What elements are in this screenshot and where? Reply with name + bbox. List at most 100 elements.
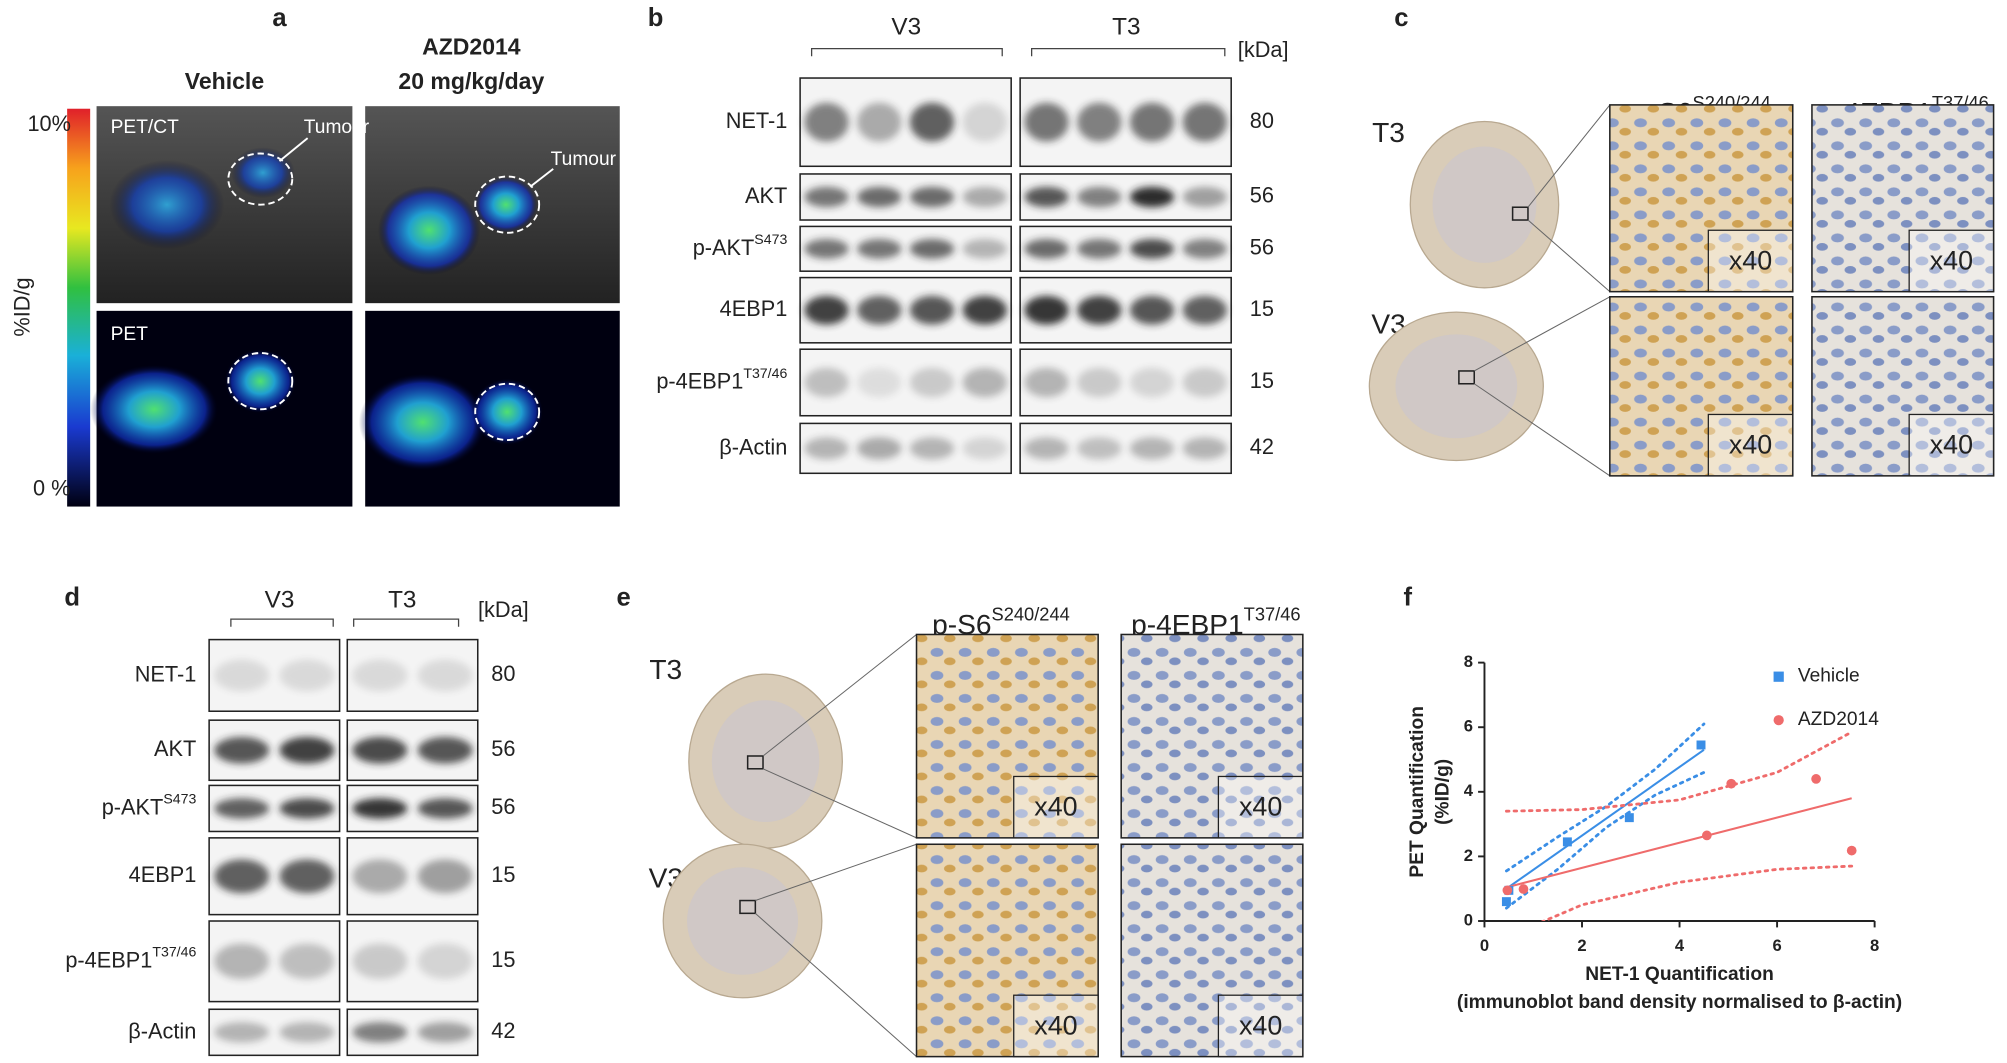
- band: [909, 186, 955, 208]
- band: [1182, 367, 1227, 398]
- band: [1182, 437, 1227, 460]
- band: [1077, 186, 1122, 208]
- panel-label: b: [648, 4, 664, 32]
- band: [417, 798, 473, 819]
- band: [1182, 295, 1227, 325]
- micrograph: [1120, 843, 1304, 1058]
- kda-label: 15: [491, 862, 515, 887]
- band: [1182, 102, 1227, 142]
- x-axis-title: NET-1 Quantification: [1585, 964, 1774, 985]
- x-axis-title: (immunoblot band density normalised to β…: [1457, 992, 1902, 1013]
- magnification-label: x40: [1239, 792, 1282, 822]
- micrograph: [915, 843, 1099, 1058]
- confidence-band: [1540, 864, 1854, 922]
- band: [279, 737, 335, 764]
- signal: [471, 378, 543, 446]
- magnification-label: x40: [1930, 430, 1973, 460]
- band: [1024, 437, 1069, 460]
- kda-label: 80: [1250, 108, 1274, 133]
- y-tick-label: 8: [1464, 652, 1473, 671]
- band: [279, 1022, 335, 1043]
- inset-box: [1217, 994, 1304, 1058]
- point: [1811, 774, 1821, 784]
- band: [804, 437, 849, 460]
- plot-area: [1505, 722, 1854, 922]
- band: [279, 943, 335, 980]
- band: [1024, 367, 1069, 398]
- name: 4EBP1: [720, 296, 788, 321]
- superscript: T37/46: [743, 365, 787, 381]
- kda-label: 56: [491, 794, 515, 819]
- point: [1846, 845, 1857, 856]
- band: [1129, 437, 1175, 460]
- band: [352, 859, 408, 894]
- signal: [230, 147, 295, 199]
- unit-label: [kDa]: [478, 597, 529, 622]
- zoom-line: [1473, 383, 1611, 477]
- tumour-outline: [227, 152, 541, 441]
- y-tick-label: 2: [1464, 846, 1473, 865]
- protein-label: NET-1: [726, 108, 788, 133]
- superscript: T37/46: [152, 943, 196, 959]
- y-axis-title: PET Quantification: [1407, 706, 1428, 878]
- protein-label: p-4EBP1T37/46: [65, 943, 196, 972]
- group-label: T3: [1112, 14, 1140, 41]
- colorbar-label: 0 %: [33, 476, 70, 501]
- band: [214, 859, 270, 894]
- confidence-band: [1505, 722, 1706, 873]
- x-tick-label: 0: [1480, 936, 1489, 955]
- group-label: V3: [891, 14, 921, 41]
- arrow: [278, 137, 554, 188]
- micrograph: [1609, 296, 1794, 477]
- signal: [358, 373, 487, 471]
- signal: [90, 364, 219, 455]
- colorbar: [67, 108, 91, 507]
- band: [1182, 238, 1227, 259]
- protein-label: p-AKTS473: [693, 231, 788, 260]
- annotation: Tumour: [551, 149, 617, 170]
- band: [1129, 102, 1175, 142]
- protein-label: p-4EBP1T37/46: [656, 365, 787, 394]
- kda-label: 15: [1250, 368, 1274, 393]
- inset-box: [1707, 229, 1794, 293]
- magnification-label: x40: [1930, 245, 1973, 275]
- kda-label: 42: [1250, 434, 1274, 459]
- point: [1501, 897, 1511, 907]
- band: [417, 659, 473, 692]
- band: [1077, 437, 1122, 460]
- zoom-line: [762, 634, 917, 757]
- micrograph: [1609, 104, 1794, 293]
- zoom-box: [746, 755, 764, 770]
- band: [804, 186, 849, 208]
- magnification-label: x40: [1729, 245, 1772, 275]
- x-tick-label: 8: [1870, 936, 1879, 955]
- band: [1077, 238, 1122, 259]
- panel-label: a: [272, 4, 287, 32]
- tissue-image: [711, 700, 820, 823]
- regression-line: [1507, 797, 1852, 889]
- panel-label: e: [616, 583, 630, 611]
- band: [857, 295, 902, 325]
- band: [909, 238, 955, 259]
- point: [1701, 830, 1712, 841]
- image-label: PET: [111, 324, 149, 345]
- point: [1696, 740, 1706, 750]
- tissue-image: [687, 867, 799, 975]
- band: [1129, 295, 1175, 325]
- band: [214, 798, 270, 819]
- tissue-image: [1432, 146, 1537, 263]
- band: [1129, 367, 1175, 398]
- band: [857, 238, 902, 259]
- kda-label: 15: [491, 947, 515, 972]
- magnification-label: x40: [1034, 1010, 1077, 1040]
- signal: [377, 185, 481, 276]
- layout: [67, 47, 1226, 627]
- band: [962, 437, 1007, 460]
- band: [1129, 186, 1175, 208]
- band: [1024, 295, 1069, 325]
- band: [804, 367, 849, 398]
- band: [214, 737, 270, 764]
- band: [962, 186, 1007, 208]
- signal: [109, 159, 225, 250]
